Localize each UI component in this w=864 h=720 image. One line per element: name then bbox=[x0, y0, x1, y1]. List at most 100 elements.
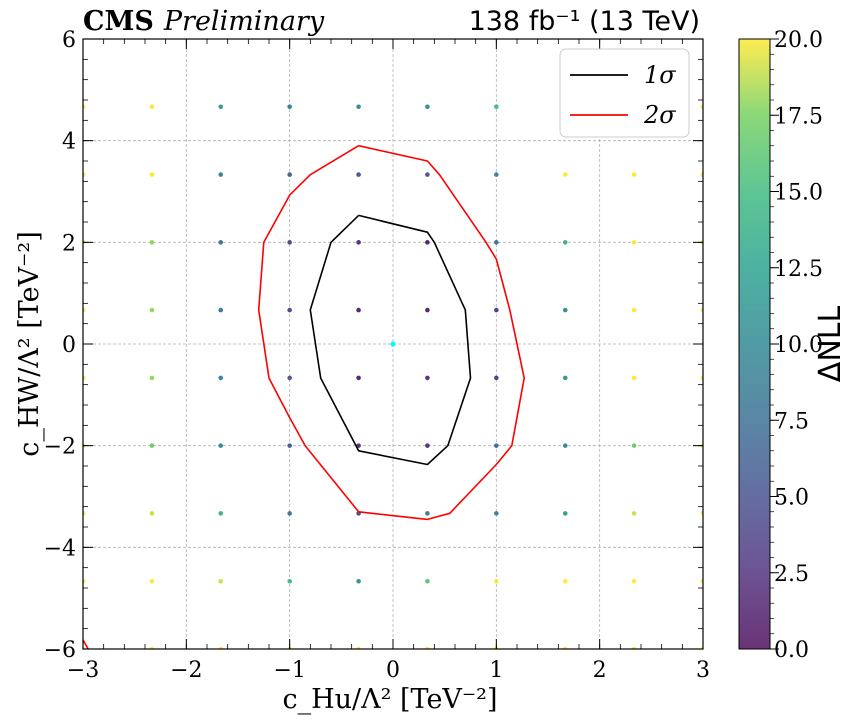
scan-point bbox=[425, 307, 430, 313]
x-tick-label: 1 bbox=[489, 658, 503, 683]
scan-point bbox=[287, 511, 292, 516]
colorbar-title: ΔNLL bbox=[813, 306, 848, 383]
scan-point bbox=[494, 578, 499, 584]
x-axis-title: c_Hu/Λ² [TeV⁻²] bbox=[282, 684, 497, 715]
scan-point bbox=[631, 240, 637, 245]
scan-point bbox=[356, 307, 361, 313]
scan-point bbox=[149, 307, 155, 313]
y-tick-label: −6 bbox=[44, 638, 76, 663]
scan-point bbox=[631, 578, 637, 584]
scan-point bbox=[149, 511, 155, 516]
scan-point bbox=[562, 443, 568, 448]
colorbar-tick-label: 20.0 bbox=[774, 28, 823, 53]
scan-point bbox=[631, 511, 637, 516]
colorbar-tick-label: 10.0 bbox=[774, 333, 823, 358]
scan-point bbox=[287, 578, 292, 584]
scan-point bbox=[356, 240, 361, 245]
colorbar-tick-label: 5.0 bbox=[774, 486, 809, 511]
y-tick-label: 2 bbox=[62, 231, 76, 256]
x-tick-label: −3 bbox=[67, 658, 99, 683]
scan-point bbox=[218, 511, 224, 516]
colorbar-tick-label: 2.5 bbox=[774, 562, 809, 587]
scan-point bbox=[287, 240, 292, 245]
x-tick-label: −2 bbox=[170, 658, 202, 683]
x-tick-label: −1 bbox=[273, 658, 305, 683]
scan-point bbox=[425, 375, 430, 381]
legend-label-1sigma: 1σ bbox=[644, 61, 676, 89]
colorbar-tick-label: 0.0 bbox=[774, 638, 809, 663]
contour-lines bbox=[83, 144, 526, 649]
scan-point bbox=[218, 307, 224, 313]
scan-point bbox=[425, 578, 430, 584]
scan-point bbox=[494, 443, 499, 448]
scan-point bbox=[218, 240, 224, 245]
scan-point bbox=[425, 172, 430, 177]
colorbar-tick-label: 7.5 bbox=[774, 409, 809, 434]
y-tick-label: −2 bbox=[44, 435, 76, 460]
y-tick-labels: −6 −4 −2 0 2 4 6 bbox=[44, 28, 76, 663]
scan-point bbox=[425, 240, 430, 245]
x-tick-label: 2 bbox=[593, 658, 607, 683]
scan-point bbox=[631, 172, 637, 177]
scan-point bbox=[562, 578, 568, 584]
scan-point bbox=[218, 578, 224, 584]
colorbar-tick-label: 15.0 bbox=[774, 181, 823, 206]
y-axis-title: c_HW/Λ² [TeV⁻²] bbox=[14, 231, 45, 456]
scan-point bbox=[494, 172, 499, 177]
scan-point bbox=[425, 104, 430, 110]
scan-point bbox=[149, 104, 155, 110]
scan-point bbox=[356, 172, 361, 177]
scan-point bbox=[631, 375, 637, 381]
grid-lines bbox=[83, 39, 703, 649]
scan-point bbox=[287, 104, 292, 110]
scan-point bbox=[149, 578, 155, 584]
scan-point bbox=[562, 511, 568, 516]
colorbar-tick-label: 12.5 bbox=[774, 257, 823, 282]
legend-label-2sigma: 2σ bbox=[643, 101, 676, 129]
scan-point bbox=[287, 375, 292, 381]
scan-point bbox=[562, 172, 568, 177]
best-fit-point bbox=[390, 341, 396, 347]
scan-point bbox=[494, 375, 499, 381]
scan-point bbox=[356, 443, 361, 448]
scan-point bbox=[218, 172, 224, 177]
scan-point bbox=[494, 511, 499, 516]
scan-point bbox=[562, 307, 568, 313]
scan-point bbox=[562, 375, 568, 381]
legend: 1σ 2σ bbox=[559, 48, 690, 138]
scan-point bbox=[631, 307, 637, 313]
header-experiment: CMS Preliminary bbox=[83, 6, 325, 37]
scan-point bbox=[562, 240, 568, 245]
scan-point bbox=[218, 375, 224, 381]
y-tick-label: 4 bbox=[62, 130, 76, 155]
scan-point bbox=[149, 375, 155, 381]
scan-point bbox=[218, 443, 224, 448]
x-tick-labels: −3 −2 −1 0 1 2 3 bbox=[67, 658, 710, 683]
contour-series-2 bbox=[83, 639, 89, 649]
scan-point bbox=[287, 172, 292, 177]
contour-series-1 bbox=[257, 144, 526, 521]
scan-point bbox=[356, 578, 361, 584]
contour-series-0 bbox=[309, 214, 472, 466]
scan-point bbox=[425, 511, 430, 516]
y-tick-label: −4 bbox=[44, 536, 76, 561]
scan-point bbox=[494, 240, 499, 245]
scan-point bbox=[356, 375, 361, 381]
scan-point bbox=[494, 104, 499, 110]
scan-point bbox=[149, 443, 155, 448]
best-fit-marker bbox=[390, 341, 396, 347]
colorbar bbox=[738, 38, 771, 650]
scan-point bbox=[425, 443, 430, 448]
scan-point bbox=[287, 307, 292, 313]
scan-point bbox=[149, 172, 155, 177]
colorbar-ticks: 0.0 2.5 5.0 7.5 10.0 12.5 15.0 17.5 20.0 bbox=[770, 28, 823, 663]
scan-point bbox=[494, 307, 499, 313]
header-luminosity: 138 fb⁻¹ (13 TeV) bbox=[469, 6, 700, 37]
x-tick-label: 3 bbox=[696, 658, 710, 683]
scan-point bbox=[287, 443, 292, 448]
y-tick-label: 0 bbox=[62, 333, 76, 358]
colorbar-tick-label: 17.5 bbox=[774, 104, 823, 129]
scan-point bbox=[218, 104, 224, 110]
